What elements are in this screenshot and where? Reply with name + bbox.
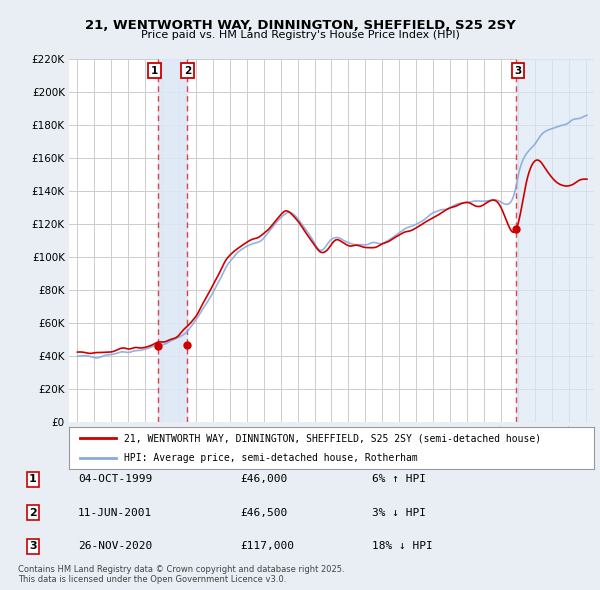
Text: HPI: Average price, semi-detached house, Rotherham: HPI: Average price, semi-detached house,… — [124, 453, 418, 463]
Text: £117,000: £117,000 — [240, 542, 294, 551]
Text: Contains HM Land Registry data © Crown copyright and database right 2025.
This d: Contains HM Land Registry data © Crown c… — [18, 565, 344, 584]
Text: 2: 2 — [184, 65, 191, 76]
Text: 1: 1 — [29, 474, 37, 484]
Bar — [516, 59, 594, 422]
Text: 3% ↓ HPI: 3% ↓ HPI — [372, 508, 426, 517]
Text: 04-OCT-1999: 04-OCT-1999 — [78, 474, 152, 484]
Text: 1: 1 — [151, 65, 158, 76]
Text: £46,500: £46,500 — [240, 508, 287, 517]
Text: 3: 3 — [29, 542, 37, 551]
Text: 6% ↑ HPI: 6% ↑ HPI — [372, 474, 426, 484]
Text: 11-JUN-2001: 11-JUN-2001 — [78, 508, 152, 517]
Bar — [158, 59, 187, 422]
Text: 26-NOV-2020: 26-NOV-2020 — [78, 542, 152, 551]
Text: 2: 2 — [29, 508, 37, 517]
Text: 21, WENTWORTH WAY, DINNINGTON, SHEFFIELD, S25 2SY (semi-detached house): 21, WENTWORTH WAY, DINNINGTON, SHEFFIELD… — [124, 433, 541, 443]
Text: Price paid vs. HM Land Registry's House Price Index (HPI): Price paid vs. HM Land Registry's House … — [140, 30, 460, 40]
Text: 18% ↓ HPI: 18% ↓ HPI — [372, 542, 433, 551]
Text: 21, WENTWORTH WAY, DINNINGTON, SHEFFIELD, S25 2SY: 21, WENTWORTH WAY, DINNINGTON, SHEFFIELD… — [85, 19, 515, 32]
Text: £46,000: £46,000 — [240, 474, 287, 484]
Text: 3: 3 — [514, 65, 521, 76]
